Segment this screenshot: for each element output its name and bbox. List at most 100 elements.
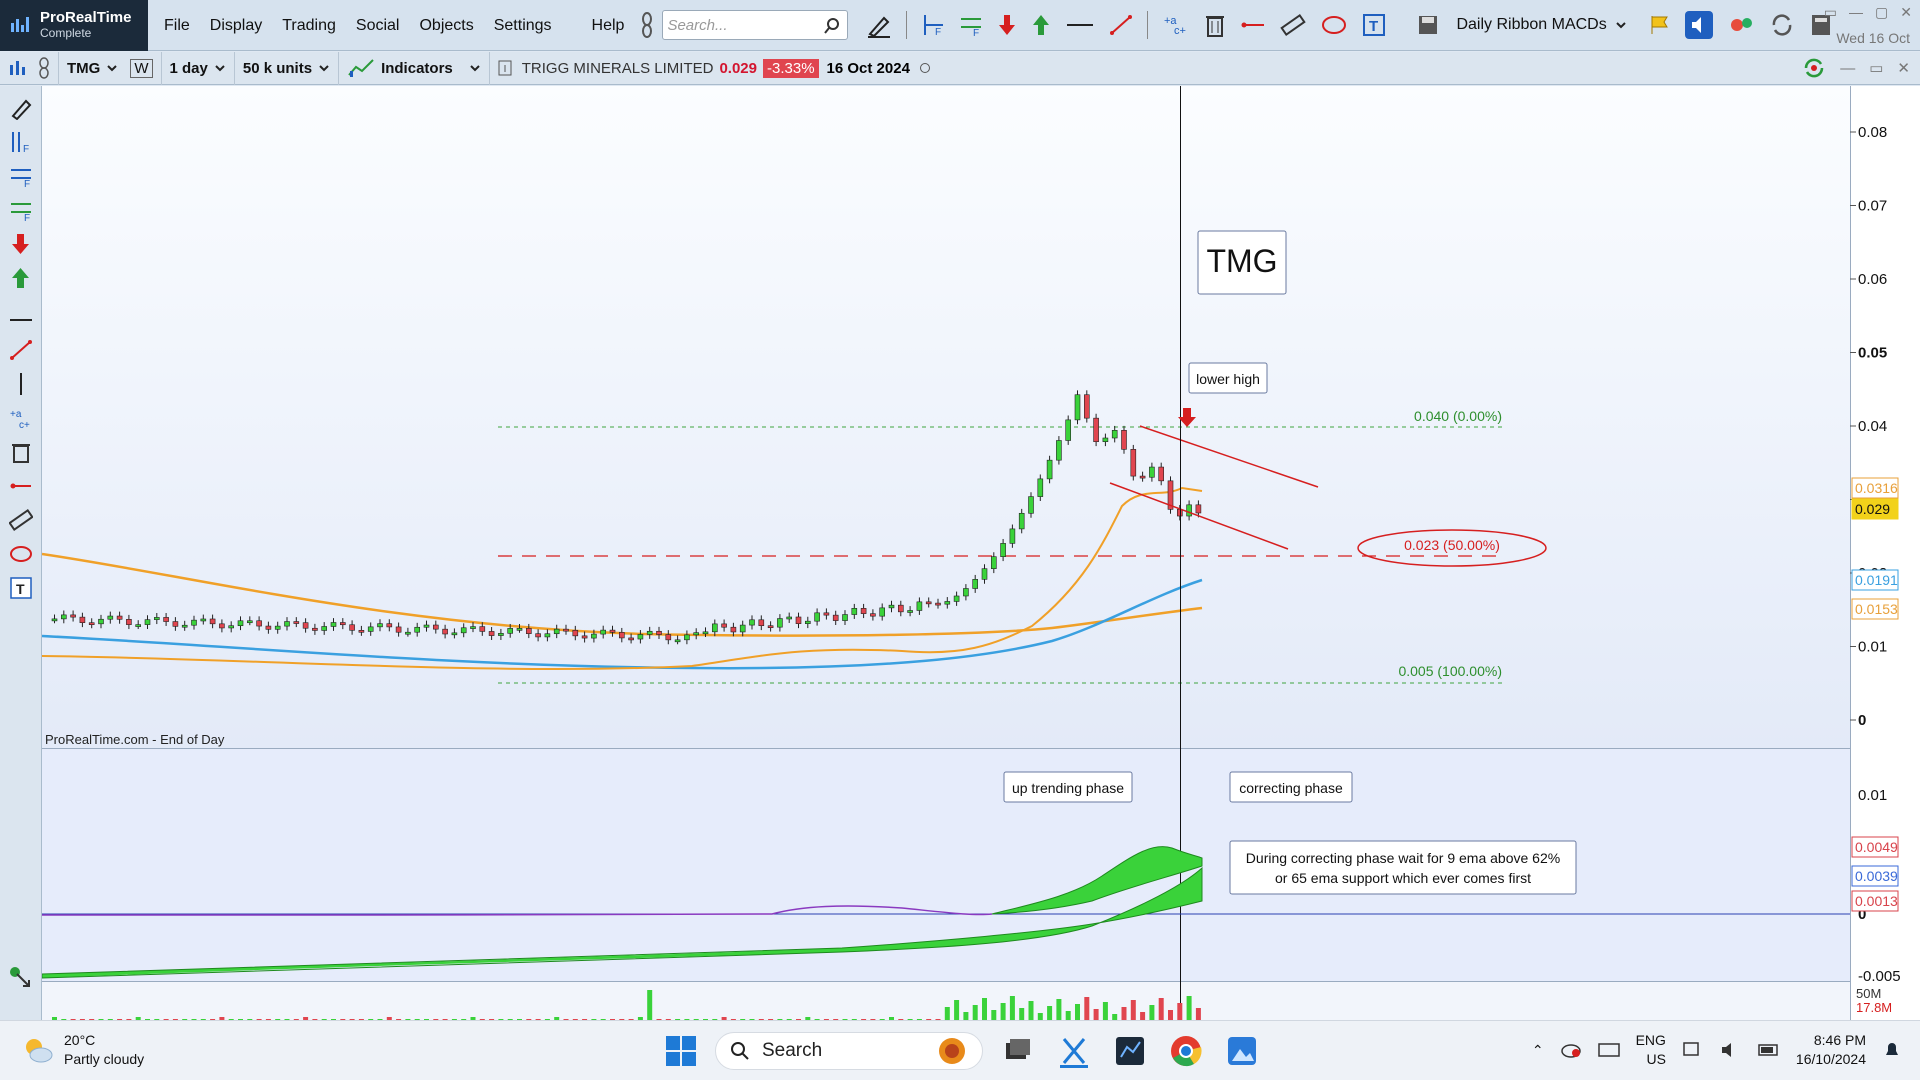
- candle-down: [823, 612, 830, 616]
- menu-settings[interactable]: Settings: [493, 16, 552, 34]
- vertical-line-icon[interactable]: [9, 372, 33, 396]
- upper-trendline[interactable]: [1139, 425, 1319, 488]
- buy-arrow-icon[interactable]: [1031, 13, 1051, 37]
- minimize-icon[interactable]: —: [1849, 4, 1864, 20]
- link-icon[interactable]: [38, 57, 50, 79]
- text-tool-icon[interactable]: T: [1362, 13, 1386, 37]
- fibonacci-retracement-icon[interactable]: F: [921, 13, 945, 37]
- ellipse-icon[interactable]: [1320, 12, 1348, 38]
- prorealtime-taskbar-icon[interactable]: [1112, 1033, 1148, 1069]
- windows-start-icon[interactable]: [666, 1036, 696, 1066]
- ellipse-icon[interactable]: [9, 542, 33, 566]
- text-tool-icon[interactable]: T: [9, 576, 33, 600]
- price-chart[interactable]: 0.080.070.060.050.040.030.020.010 0.010-…: [42, 86, 1920, 1020]
- candle-up: [1065, 419, 1072, 441]
- ruler-icon[interactable]: [9, 508, 33, 532]
- ray-icon[interactable]: [9, 474, 33, 498]
- save-disk-icon[interactable]: [1416, 13, 1440, 37]
- lower-trendline[interactable]: [1109, 482, 1289, 550]
- speaker-icon[interactable]: [1684, 11, 1713, 39]
- minimize-icon[interactable]: —: [1840, 59, 1856, 77]
- volume-bar: [833, 1019, 839, 1020]
- sell-arrow-marker[interactable]: [1178, 408, 1196, 427]
- info-icon[interactable]: [498, 60, 512, 76]
- menu-file[interactable]: File: [164, 16, 190, 34]
- sell-arrow-icon[interactable]: [997, 13, 1017, 37]
- alerts-icon[interactable]: [1727, 12, 1755, 38]
- candle-up: [1000, 543, 1006, 557]
- ruler-icon[interactable]: [1280, 12, 1307, 38]
- price-panel[interactable]: [42, 86, 1850, 748]
- price-axis-area[interactable]: [1850, 86, 1920, 1020]
- horizontal-line-icon[interactable]: [9, 308, 33, 332]
- keyboard-icon[interactable]: [1597, 1042, 1620, 1058]
- units-selector[interactable]: 50 k units: [235, 51, 340, 85]
- correcting-box[interactable]: correcting phase: [1229, 771, 1353, 803]
- photos-icon[interactable]: [1224, 1033, 1260, 1069]
- volume-bar: [563, 1019, 569, 1020]
- text-symbols-icon[interactable]: +ac+: [9, 406, 33, 430]
- chevron-up-icon[interactable]: ⌃: [1531, 1041, 1544, 1058]
- title-box[interactable]: TMG: [1197, 230, 1287, 295]
- macd-line: [42, 905, 993, 916]
- note-box[interactable]: During correcting phase wait for 9 ema a…: [1229, 840, 1577, 895]
- battery-icon[interactable]: [1758, 1041, 1780, 1059]
- onedrive-icon[interactable]: [1560, 1041, 1582, 1059]
- watchlist-w-icon[interactable]: W: [130, 58, 153, 78]
- maximize-icon[interactable]: ▢: [1875, 4, 1889, 20]
- menu-help[interactable]: Help: [591, 16, 625, 34]
- snipping-tool-icon[interactable]: [1056, 1033, 1092, 1069]
- close-icon[interactable]: ✕: [1897, 60, 1910, 77]
- flag-icon[interactable]: [1649, 14, 1671, 36]
- menu-trading[interactable]: Trading: [282, 16, 336, 34]
- task-view-icon[interactable]: [1000, 1033, 1036, 1069]
- search-input[interactable]: Search...: [662, 10, 849, 40]
- fibonacci-fan-icon[interactable]: F: [959, 13, 983, 37]
- fib-50-ellipse[interactable]: [1357, 529, 1547, 567]
- ticker-selector[interactable]: TMG W: [59, 51, 162, 85]
- pencil-icon[interactable]: [866, 12, 892, 38]
- language-indicator[interactable]: ENG US: [1636, 1031, 1666, 1069]
- chart-type-icon[interactable]: [8, 59, 28, 77]
- pointer-settings-icon[interactable]: [9, 966, 33, 990]
- ribbon-template-selector[interactable]: Daily Ribbon MACDs: [1416, 13, 1626, 37]
- chevron-down-icon[interactable]: [1615, 20, 1627, 30]
- trend-line-icon[interactable]: [9, 338, 33, 362]
- timeframe-selector[interactable]: 1 day: [162, 51, 235, 85]
- pencil-icon[interactable]: [9, 96, 33, 120]
- link-icon[interactable]: [640, 11, 654, 39]
- candle-down: [349, 624, 355, 631]
- chrome-icon[interactable]: [1168, 1033, 1204, 1069]
- close-icon[interactable]: ✕: [1900, 4, 1912, 20]
- indicators-button[interactable]: Indicators: [339, 51, 490, 85]
- menu-objects[interactable]: Objects: [419, 16, 474, 34]
- fibonacci-retracement-icon[interactable]: F: [9, 130, 33, 154]
- fibonacci-fan-icon[interactable]: F: [9, 198, 33, 222]
- trash-icon[interactable]: [9, 440, 33, 464]
- maximize-icon[interactable]: ▭: [1869, 60, 1884, 77]
- notification-bell-icon[interactable]: [1882, 1039, 1902, 1061]
- menu-display[interactable]: Display: [209, 16, 263, 34]
- volume-icon[interactable]: [1720, 1041, 1742, 1059]
- menu-social[interactable]: Social: [355, 16, 400, 34]
- fibonacci-projection-icon[interactable]: F: [9, 164, 33, 188]
- calculator-icon[interactable]: [1809, 13, 1833, 37]
- text-symbols-icon[interactable]: +ac+: [1162, 12, 1190, 38]
- buy-arrow-icon[interactable]: [9, 266, 33, 290]
- taskbar-search[interactable]: Search: [715, 1032, 983, 1070]
- trend-line-icon[interactable]: [1109, 13, 1133, 37]
- up-trending-box[interactable]: up trending phase: [1003, 771, 1133, 803]
- candle-up: [1186, 504, 1192, 517]
- horizontal-line-icon[interactable]: [1065, 13, 1095, 37]
- search-icon[interactable]: [823, 17, 841, 35]
- trash-icon[interactable]: [1204, 12, 1226, 38]
- refresh-icon[interactable]: [1802, 57, 1826, 79]
- sell-arrow-icon[interactable]: [9, 232, 33, 256]
- ray-icon[interactable]: [1240, 13, 1266, 37]
- clock[interactable]: 8:46 PM 16/10/2024: [1796, 1031, 1866, 1069]
- lower-high-box[interactable]: lower high: [1188, 362, 1268, 394]
- network-icon[interactable]: [1682, 1041, 1704, 1059]
- restore-icon[interactable]: ▭: [1823, 4, 1838, 20]
- sync-icon[interactable]: [1769, 12, 1795, 38]
- weather-widget[interactable]: 20°C Partly cloudy: [22, 1031, 144, 1069]
